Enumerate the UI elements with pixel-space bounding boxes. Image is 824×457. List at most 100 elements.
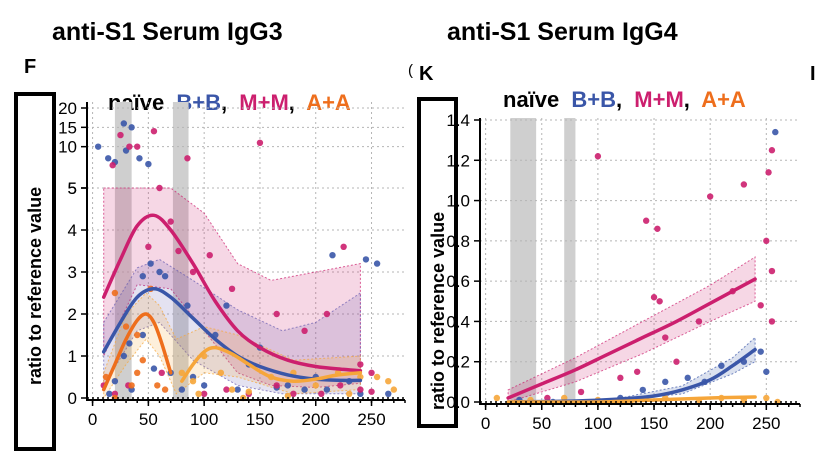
chart2-ytick-label-0: 0.0 xyxy=(446,393,470,412)
chart1-point-magenta-32 xyxy=(368,388,375,395)
chart2-point-blue-7 xyxy=(757,348,764,355)
chart2-point-magenta-14 xyxy=(633,368,641,375)
chart1-point-magenta-28 xyxy=(290,390,297,397)
chart2-axes xyxy=(479,118,800,405)
chart1-point-light_orange-13 xyxy=(390,386,398,393)
chart2-point-magenta-16 xyxy=(673,358,680,365)
chart1-point-blue-10 xyxy=(156,268,163,276)
chart1-point-magenta-24 xyxy=(200,390,208,397)
chart2-ytick-label-2: 0.4 xyxy=(446,312,470,331)
chart2-point-magenta-5 xyxy=(642,217,650,224)
chart1-point-orange-6 xyxy=(154,382,161,389)
chart1-point-blue-19 xyxy=(329,252,336,259)
chart1-point-magenta-2 xyxy=(126,143,133,150)
legend1-aa: A+A xyxy=(306,90,351,115)
chart1-point-magenta-5 xyxy=(150,128,158,135)
chart1-legend: naïve B+B, M+M, A+A xyxy=(108,90,351,115)
chart1-point-light_orange-4 xyxy=(228,386,236,393)
chart1-point-blue-36 xyxy=(106,390,113,397)
chart1-point-blue-22 xyxy=(373,260,381,267)
chart1-point-blue-21 xyxy=(362,256,370,263)
chart1-point-light_orange-16 xyxy=(284,392,292,400)
chart1-point-blue-0 xyxy=(94,143,102,150)
chart1-point-blue-33 xyxy=(323,386,331,393)
chart1-point-magenta-23 xyxy=(158,369,165,376)
chart1-point-light_orange-1 xyxy=(189,378,197,385)
chart1-point-blue-23 xyxy=(111,378,119,385)
chart1-fit-line-3 xyxy=(180,345,363,384)
chart1-point-magenta-30 xyxy=(337,382,344,389)
legend2-sep2: , xyxy=(684,87,690,112)
legend1-sep1: , xyxy=(221,90,227,115)
chart1-point-orange-4 xyxy=(139,357,146,364)
chart2-ytick-label-3: 0.6 xyxy=(446,272,470,291)
chart2-fit-line-0 xyxy=(506,277,757,400)
chart2-point-magenta-12 xyxy=(757,302,764,309)
chart1-point-magenta-0 xyxy=(109,162,116,169)
chart2-xtick-label-5: 250 xyxy=(752,414,780,433)
chart2-point-magenta-7 xyxy=(656,298,663,305)
chart1-point-blue-39 xyxy=(178,386,186,393)
chart1-point-magenta-3 xyxy=(134,143,141,150)
chart2-point-light_orange-9 xyxy=(763,394,770,402)
chart1-point-magenta-29 xyxy=(318,390,325,397)
chart1-xtick-label-1: 50 xyxy=(139,410,158,429)
chart1-title: anti-S1 Serum IgG3 xyxy=(52,18,283,46)
panel-letter-f: F xyxy=(24,56,36,78)
chart2-title: anti-S1 Serum IgG4 xyxy=(447,18,678,46)
chart1-point-orange-10 xyxy=(134,369,141,376)
chart1-point-blue-8 xyxy=(145,160,152,168)
legend1-sep2: , xyxy=(289,90,295,115)
chart2-point-blue-0 xyxy=(772,128,779,136)
chart1-point-blue-38 xyxy=(150,365,158,372)
chart1-point-light_orange-11 xyxy=(373,373,381,381)
chart1-point-blue-5 xyxy=(128,124,135,131)
chart1-point-blue-29 xyxy=(200,382,208,389)
chart1-ylabel: ratio to reference value xyxy=(25,187,45,385)
chart1-xtick-label-4: 200 xyxy=(302,410,330,429)
chart1-point-light_orange-10 xyxy=(357,373,364,381)
chart2-point-magenta-19 xyxy=(577,388,585,396)
chart2-point-magenta-10 xyxy=(695,318,703,325)
chart1-point-blue-11 xyxy=(161,273,169,280)
legend2-aa: A+A xyxy=(701,87,746,112)
chart1-point-magenta-16 xyxy=(323,310,331,318)
chart2-point-magenta-13 xyxy=(768,318,776,325)
chart2-point-magenta-3 xyxy=(768,147,776,154)
chart2-point-magenta-0 xyxy=(594,153,602,160)
chart1-ytick-label-3: 3 xyxy=(68,263,77,282)
chart1-xtick-label-5: 250 xyxy=(357,410,385,429)
chart1-ytick-label-5: 5 xyxy=(68,179,77,198)
chart1-point-orange-1 xyxy=(111,289,119,297)
chart1-ytick-label-1: 1 xyxy=(68,347,77,366)
chart1-xtick-label-2: 100 xyxy=(190,410,218,429)
chart1-xtick-label-3: 150 xyxy=(246,410,274,429)
chart1-ytick-label-0: 0 xyxy=(68,389,77,408)
chart1-point-light_orange-12 xyxy=(385,378,392,385)
chart2-point-magenta-6 xyxy=(654,225,661,232)
chart2-ylabel: ratio to reference value xyxy=(428,212,448,410)
chart2-point-blue-3 xyxy=(684,374,691,382)
chart2-point-magenta-2 xyxy=(740,181,748,188)
chart2-point-magenta-20 xyxy=(544,394,551,402)
chart1-point-magenta-8 xyxy=(175,247,182,255)
chart1-point-blue-9 xyxy=(147,260,154,267)
chart1-point-light_orange-14 xyxy=(195,390,202,397)
chart1-ytick-label-4: 4 xyxy=(68,221,77,240)
chart1-point-magenta-15 xyxy=(301,327,308,334)
chart1-point-magenta-9 xyxy=(184,155,191,162)
chart1-point-magenta-19 xyxy=(368,369,375,376)
chart1-fit-line-0 xyxy=(101,213,363,373)
chart2-xtick-label-4: 200 xyxy=(696,414,724,433)
chart1-point-blue-14 xyxy=(223,302,230,309)
chart2-ytick-label-4: 0.8 xyxy=(446,232,470,251)
chart2-xtick-label-3: 150 xyxy=(640,414,668,433)
chart1-point-blue-1 xyxy=(105,155,112,162)
chart2-point-magenta-8 xyxy=(650,294,658,301)
chart1-point-blue-24 xyxy=(120,352,128,360)
chart1-point-magenta-17 xyxy=(340,243,347,250)
chart1-point-magenta-1 xyxy=(117,131,124,139)
chart1-point-magenta-12 xyxy=(228,285,236,292)
chart2-legend: naïve B+B, M+M, A+A xyxy=(503,87,746,112)
